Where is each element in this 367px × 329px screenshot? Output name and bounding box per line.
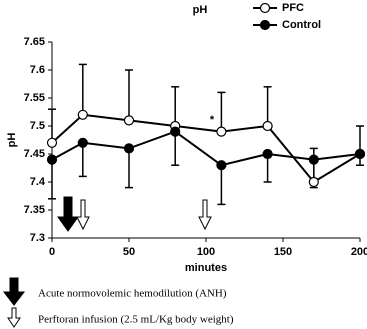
anh-arrow-key — [2, 277, 26, 306]
y-tick-label: 7.5 — [30, 120, 45, 132]
series-line — [51, 130, 361, 167]
point — [170, 126, 181, 137]
point — [123, 143, 135, 154]
point — [77, 137, 88, 148]
legend-label: Control — [282, 19, 321, 31]
x-tick-label: 0 — [49, 246, 55, 258]
infusion-arrow-key — [7, 307, 21, 328]
legend-label: PFC — [282, 2, 304, 14]
y-axis-label: pH — [6, 133, 18, 148]
annotation: * — [210, 114, 215, 126]
point — [123, 115, 135, 126]
chart-title: pH — [193, 4, 208, 16]
arrow-legend-text: Acute normovolemic hemodilution (ANH) — [38, 288, 227, 300]
legend-marker — [259, 19, 271, 31]
x-tick-label: 150 — [274, 246, 292, 258]
point — [308, 154, 319, 165]
point — [216, 160, 227, 171]
y-tick-label: 7.3 — [30, 232, 45, 244]
anh-arrow — [57, 196, 79, 232]
y-tick-label: 7.55 — [24, 92, 45, 104]
y-tick-label: 7.6 — [30, 64, 45, 76]
point — [216, 126, 227, 137]
y-tick-label: 7.35 — [24, 204, 45, 216]
series-line — [51, 113, 361, 184]
infusion-arrow — [198, 199, 212, 231]
x-tick-label: 100 — [197, 246, 215, 258]
point — [262, 120, 273, 132]
infusion-arrow — [76, 199, 90, 231]
legend-marker — [259, 2, 271, 14]
point — [262, 148, 273, 160]
point — [308, 176, 319, 188]
x-axis-label: minutes — [185, 262, 227, 274]
x-tick-label: 50 — [123, 246, 135, 258]
point — [46, 137, 58, 148]
y-tick-label: 7.45 — [24, 148, 45, 160]
x-tick-label: 200 — [351, 246, 367, 258]
arrow-legend-text: Perftoran infusion (2.5 mL/Kg body weigh… — [38, 314, 234, 326]
y-tick-label: 7.4 — [30, 176, 46, 188]
point — [354, 148, 366, 160]
point — [46, 154, 58, 165]
point — [77, 109, 88, 120]
y-tick-label: 7.65 — [24, 36, 45, 48]
